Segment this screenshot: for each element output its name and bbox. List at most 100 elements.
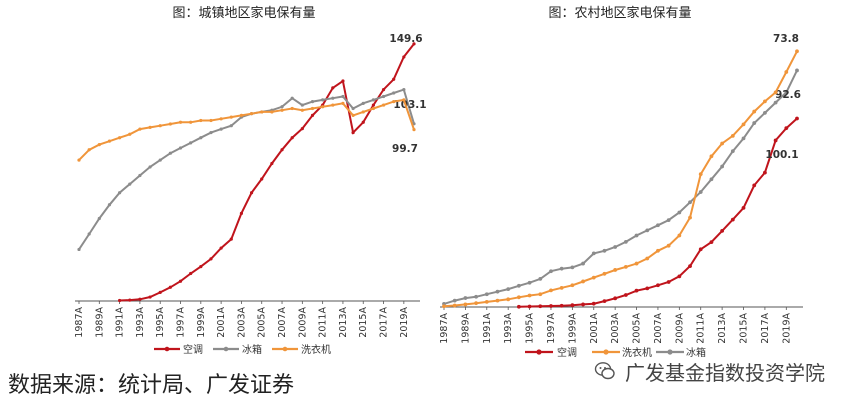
data-point	[209, 118, 213, 123]
data-point	[158, 124, 162, 128]
data-point	[559, 285, 564, 290]
x-tick-label: 2011A	[696, 313, 707, 344]
data-point	[613, 268, 618, 272]
data-point	[148, 125, 152, 130]
x-tick-label: 2011A	[318, 307, 329, 338]
data-point	[189, 271, 193, 276]
data-point	[741, 122, 746, 127]
data-point	[128, 182, 132, 186]
data-point	[645, 286, 650, 291]
x-tick-label: 2015A	[358, 307, 369, 338]
x-tick-label: 2009A	[297, 307, 308, 338]
series-line-0	[119, 43, 415, 302]
data-point	[178, 120, 183, 124]
data-point	[538, 292, 543, 297]
end-value-label: 100.1	[765, 149, 798, 161]
data-point	[87, 232, 91, 236]
x-tick-label: 2019A	[399, 307, 410, 338]
data-point	[199, 136, 203, 140]
x-tick-label: 2001A	[589, 313, 600, 344]
end-value-label: 103.1	[393, 99, 426, 111]
data-point	[645, 228, 650, 233]
data-point	[506, 297, 511, 302]
x-tick-label: 1999A	[196, 307, 207, 338]
x-tick-label: 2005A	[257, 307, 268, 338]
end-value-label: 73.8	[773, 33, 799, 45]
data-point	[784, 70, 789, 74]
data-point	[148, 295, 152, 299]
data-point	[331, 86, 335, 90]
data-point	[752, 121, 757, 125]
data-point	[300, 108, 304, 112]
data-point	[474, 301, 478, 306]
data-point	[602, 248, 607, 253]
data-point	[178, 146, 183, 150]
data-point	[219, 246, 223, 250]
data-point	[199, 118, 203, 123]
data-point	[559, 266, 564, 271]
data-point	[720, 164, 725, 169]
data-point	[795, 49, 799, 54]
data-point	[371, 106, 375, 111]
data-point	[270, 161, 274, 166]
data-point	[118, 298, 122, 303]
watermark-text: 广发基金指数投资学院	[625, 361, 825, 385]
data-point	[321, 105, 325, 109]
end-value-label: 92.6	[775, 89, 801, 101]
data-point	[158, 290, 162, 295]
data-point	[371, 98, 375, 102]
data-point	[158, 158, 162, 162]
data-point	[677, 233, 682, 238]
data-point	[118, 191, 122, 195]
x-tick-label: 2001A	[216, 307, 227, 338]
data-point	[310, 100, 315, 104]
data-point	[570, 265, 575, 270]
rural-legend-fridge-marker	[603, 349, 609, 355]
urban-legend-ac-label: 空调	[183, 343, 203, 356]
data-point	[290, 96, 294, 100]
data-point	[209, 257, 213, 261]
data-point	[484, 299, 489, 304]
x-tick-label: 2005A	[632, 313, 643, 344]
data-point	[178, 279, 183, 283]
data-point	[249, 191, 254, 195]
data-point	[351, 113, 355, 117]
data-point	[688, 215, 692, 220]
data-point	[795, 116, 799, 121]
data-point	[107, 139, 112, 143]
data-point	[97, 142, 101, 147]
data-point	[666, 218, 671, 223]
data-point	[280, 148, 284, 152]
x-tick-label: 2017A	[760, 313, 771, 344]
data-point	[381, 103, 386, 107]
rural-chart-title: 图：农村地区家电保有量	[548, 5, 691, 21]
data-point	[623, 239, 628, 244]
end-value-label: 99.7	[392, 143, 418, 155]
data-point	[527, 293, 532, 298]
data-point	[402, 55, 406, 59]
data-point	[249, 112, 254, 116]
data-point	[656, 283, 660, 288]
data-point	[341, 94, 345, 99]
data-point	[591, 301, 596, 306]
data-point	[666, 280, 671, 284]
urban-legend-fridge-label: 冰箱	[242, 343, 262, 356]
data-point	[381, 87, 386, 92]
urban-legend-ac-marker	[164, 346, 170, 352]
series-line-1	[443, 69, 798, 305]
data-point	[402, 98, 406, 102]
data-point	[527, 304, 532, 309]
x-tick-label: 2007A	[277, 307, 288, 338]
rural-legend-washer-marker	[667, 349, 673, 355]
data-point	[677, 274, 682, 279]
x-tick-label: 1993A	[135, 307, 146, 338]
data-point	[763, 99, 767, 104]
data-point	[656, 248, 660, 253]
series-line-0	[518, 117, 798, 308]
data-point	[392, 91, 396, 95]
data-point	[463, 302, 468, 307]
data-point	[351, 106, 355, 111]
data-point	[527, 280, 532, 285]
data-point	[763, 110, 767, 115]
data-point	[570, 283, 575, 288]
